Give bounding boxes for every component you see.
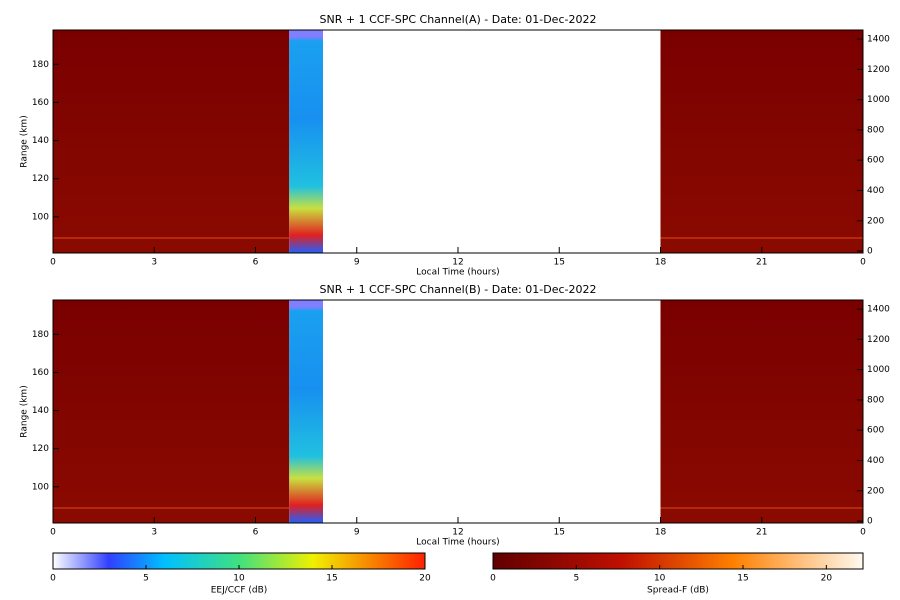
data-block <box>660 300 863 523</box>
x-axis-label: Local Time (hours) <box>416 538 499 548</box>
y2-tick-label: 400 <box>867 186 884 196</box>
x-tick-label: 9 <box>354 528 360 538</box>
colorbar-tick-label: 15 <box>326 574 337 584</box>
data-block <box>53 300 290 523</box>
data-block <box>53 30 290 253</box>
colorbar <box>492 552 864 570</box>
y-tick-label: 120 <box>32 444 49 454</box>
x-tick-label: 18 <box>655 258 667 268</box>
x-tick-label: 15 <box>554 258 565 268</box>
x-tick-label: 0 <box>860 258 866 268</box>
y-tick-label: 160 <box>32 368 49 378</box>
x-tick-label: 0 <box>50 258 56 268</box>
y2-tick-label: 800 <box>867 395 884 405</box>
echo-streak <box>53 507 290 509</box>
y2-tick-label: 600 <box>867 426 884 436</box>
y-tick-label: 160 <box>32 98 49 108</box>
y2-tick-label: 0 <box>867 517 873 527</box>
x-tick-label: 21 <box>756 528 767 538</box>
colorbar-tick-label: 20 <box>419 574 431 584</box>
data-block <box>289 30 323 253</box>
x-tick-label: 0 <box>860 528 866 538</box>
y2-tick-label: 1400 <box>867 35 890 45</box>
x-tick-label: 21 <box>756 258 767 268</box>
y-tick-label: 100 <box>32 482 49 492</box>
y-axis-label: Range (km) <box>20 385 30 437</box>
y2-tick-label: 1400 <box>867 305 890 315</box>
chart-title: SNR + 1 CCF-SPC Channel(B) - Date: 01-De… <box>320 283 597 296</box>
echo-streak <box>660 507 863 509</box>
chart-title: SNR + 1 CCF-SPC Channel(A) - Date: 01-De… <box>320 13 597 26</box>
y2-tick-label: 1000 <box>867 95 890 105</box>
y2-tick-label: 200 <box>867 486 884 496</box>
echo-streak <box>660 237 863 239</box>
data-block <box>289 300 323 523</box>
y-tick-label: 140 <box>32 136 49 146</box>
colorbar-tick-label: 5 <box>143 574 149 584</box>
x-tick-label: 0 <box>50 528 56 538</box>
y-axis-label: Range (km) <box>20 115 30 167</box>
x-tick-label: 15 <box>554 528 565 538</box>
x-tick-label: 9 <box>354 258 360 268</box>
colorbar-tick-label: 5 <box>573 574 579 584</box>
y2-tick-label: 1200 <box>867 65 890 75</box>
colorbar-tick-label: 0 <box>490 574 496 584</box>
y2-tick-label: 600 <box>867 156 884 166</box>
colorbar-tick-label: 0 <box>50 574 56 584</box>
y-tick-label: 120 <box>32 174 49 184</box>
x-axis-label: Local Time (hours) <box>416 268 499 278</box>
x-tick-label: 12 <box>452 258 463 268</box>
x-tick-label: 3 <box>151 258 157 268</box>
colorbar-tick-label: 15 <box>737 574 748 584</box>
echo-streak <box>53 237 290 239</box>
y-tick-label: 180 <box>32 60 49 70</box>
y2-tick-label: 1000 <box>867 365 890 375</box>
x-tick-label: 6 <box>253 258 259 268</box>
y-tick-label: 180 <box>32 330 49 340</box>
x-tick-label: 12 <box>452 528 463 538</box>
colorbar-label: Spread-F (dB) <box>647 586 709 596</box>
colorbar-tick-label: 20 <box>821 574 833 584</box>
colorbar-tick-label: 10 <box>654 574 666 584</box>
x-tick-label: 18 <box>655 528 667 538</box>
data-block <box>660 30 863 253</box>
colorbar-label: EEJ/CCF (dB) <box>211 586 268 596</box>
y2-tick-label: 1200 <box>867 335 890 345</box>
colorbar-tick-label: 10 <box>233 574 245 584</box>
y-tick-label: 100 <box>32 212 49 222</box>
x-tick-label: 3 <box>151 528 157 538</box>
y-tick-label: 140 <box>32 406 49 416</box>
y2-tick-label: 800 <box>867 125 884 135</box>
y2-tick-label: 400 <box>867 456 884 466</box>
y2-tick-label: 200 <box>867 216 884 226</box>
y2-tick-label: 0 <box>867 247 873 257</box>
x-tick-label: 6 <box>253 528 259 538</box>
